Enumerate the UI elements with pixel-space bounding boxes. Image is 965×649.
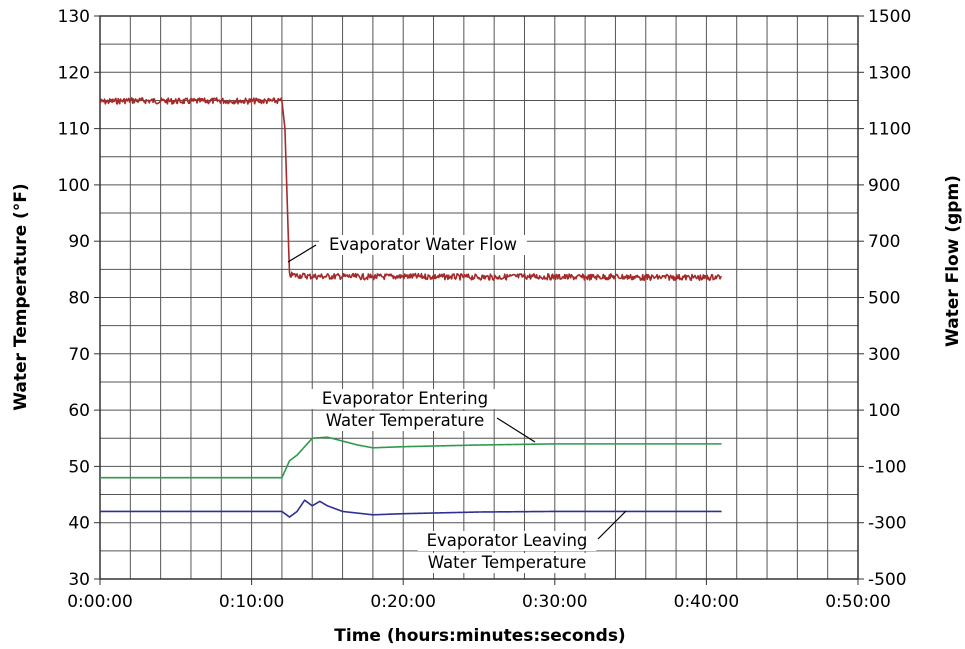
annotations: Evaporator Water Flow Evaporator Entering…	[287, 235, 627, 573]
annotation-backdrop	[417, 531, 597, 551]
x-tick-label: 0:20:00	[370, 592, 436, 612]
series-line-1	[99, 97, 723, 282]
y-tick-label: 60	[68, 401, 90, 421]
y-tick-label: 30	[68, 570, 90, 590]
y2-tick-label: 900	[868, 176, 900, 196]
y2-axis-title: Water Flow (gpm)	[943, 175, 963, 347]
annotation-leader	[287, 244, 317, 263]
y2-tick-label: 700	[868, 232, 900, 252]
x-tick-label: 0:40:00	[674, 592, 740, 612]
annotation-text: Evaporator Entering	[322, 389, 488, 408]
right-axis-ticks: -500 -300 -100 100 300 500 700 900 1100 1300 1500	[858, 7, 911, 590]
series-line-2	[99, 436, 722, 479]
y-tick-label: 50	[68, 457, 90, 477]
y2-tick-label: 300	[868, 345, 900, 365]
left-axis-ticks: 30 40 50 60 70 80 90 100 110 120 130	[58, 7, 100, 590]
y2-tick-label: 1500	[868, 7, 911, 27]
y-tick-label: 90	[68, 232, 90, 252]
series-lines	[99, 97, 723, 518]
y2-tick-label: 1300	[868, 63, 911, 83]
y-tick-label: 40	[68, 514, 90, 534]
x-axis-ticks: 0:00:00 0:10:00 0:20:00 0:30:00 0:40:00 0:50:…	[67, 579, 891, 612]
y2-tick-label: -300	[868, 514, 907, 534]
y-tick-label: 130	[58, 7, 90, 27]
y-tick-label: 100	[58, 176, 90, 196]
y-axis-title: Water Temperature (°F)	[11, 183, 31, 410]
x-tick-label: 0:10:00	[219, 592, 285, 612]
y2-tick-label: 500	[868, 289, 900, 309]
y-tick-label: 80	[68, 289, 90, 309]
x-tick-label: 0:00:00	[67, 592, 133, 612]
y2-tick-label: 1100	[868, 120, 911, 140]
y2-tick-label: -100	[868, 457, 907, 477]
x-axis-title: Time (hours:minutes:seconds)	[334, 626, 625, 646]
y-tick-label: 70	[68, 345, 90, 365]
annotation-backdrop	[319, 235, 527, 255]
annotation-backdrop	[422, 553, 592, 573]
y2-tick-label: -500	[868, 570, 907, 590]
y-tick-label: 110	[58, 120, 90, 140]
annotation-backdrop	[320, 411, 490, 431]
x-tick-label: 0:50:00	[825, 592, 891, 612]
series-line-3	[99, 499, 722, 518]
annotation-leader	[597, 510, 627, 540]
annotation-text: Water Temperature	[428, 553, 587, 572]
x-tick-label: 0:30:00	[522, 592, 588, 612]
y2-tick-label: 100	[868, 401, 900, 421]
annotation-backdrop	[310, 389, 500, 409]
annotation-leader	[496, 417, 536, 443]
y-tick-label: 120	[58, 63, 90, 83]
annotation-text: Evaporator Leaving	[427, 531, 588, 550]
annotation-text: Water Temperature	[326, 411, 485, 430]
annotation-text: Evaporator Water Flow	[329, 235, 517, 254]
